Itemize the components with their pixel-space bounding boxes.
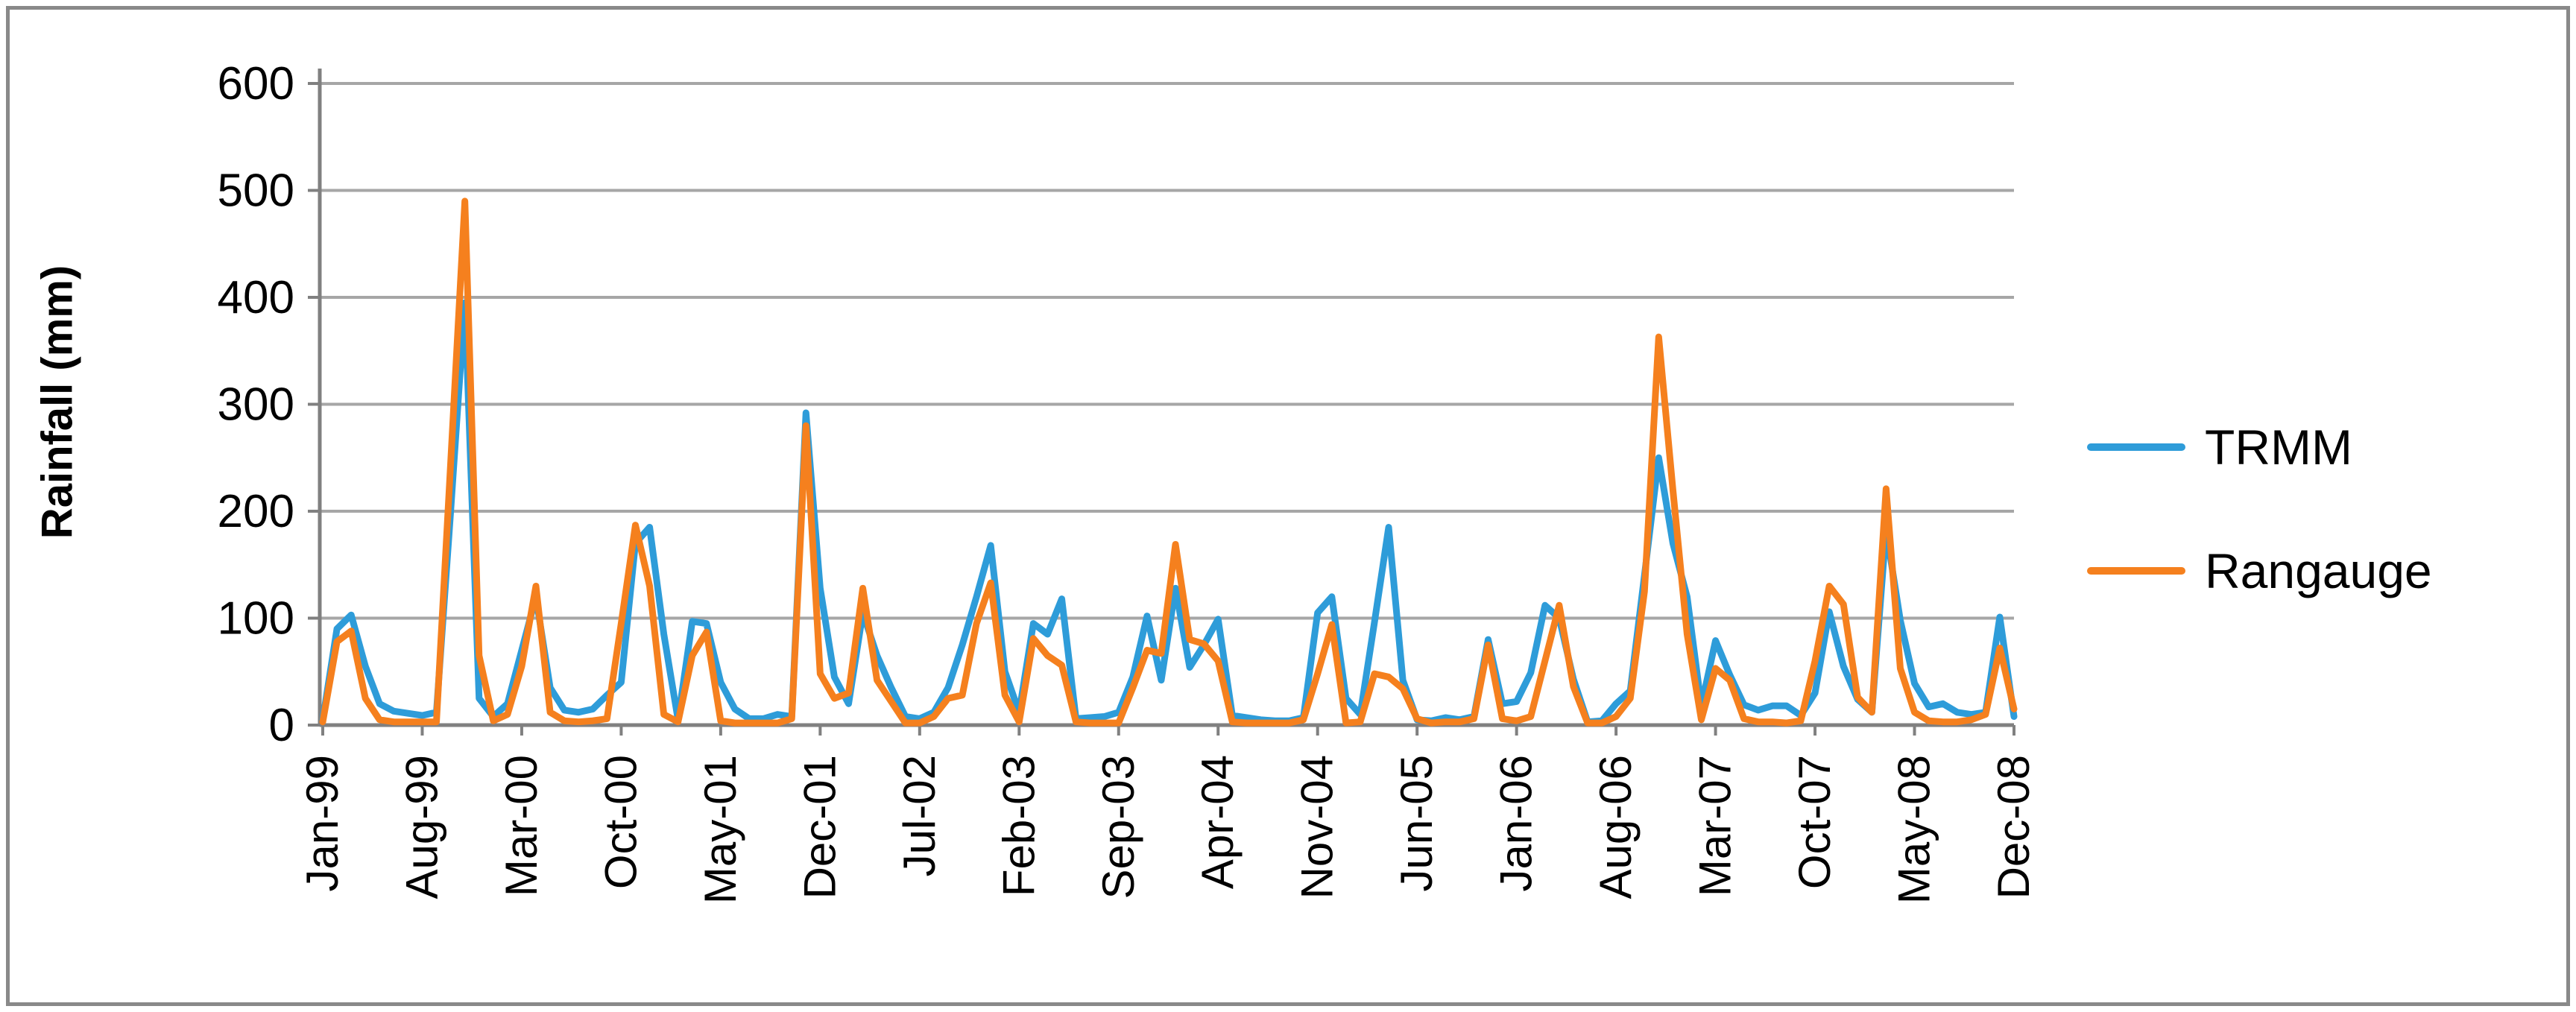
- x-tick-label: Nov-04: [1292, 755, 1342, 899]
- legend-label-trmm: TRMM: [2205, 420, 2352, 475]
- x-tick-label: Aug-99: [397, 755, 446, 899]
- x-tick-label: Jun-05: [1392, 755, 1442, 891]
- x-tick-label: Dec-08: [1989, 755, 2039, 899]
- x-tick-label: Mar-07: [1690, 755, 1740, 896]
- y-tick-label: 400: [218, 272, 294, 323]
- x-tick-label: May-01: [695, 755, 745, 904]
- x-tick-label: Oct-07: [1790, 755, 1840, 889]
- y-tick-label: 0: [269, 700, 294, 751]
- y-tick-label: 300: [218, 379, 294, 431]
- y-tick-label: 100: [218, 593, 294, 645]
- rangauge-line-swatch: [2087, 567, 2185, 575]
- legend-label-rangauge: Rangauge: [2205, 543, 2432, 598]
- legend-item-trmm: TRMM: [2087, 417, 2549, 477]
- legend-item-rangauge: Rangauge: [2087, 541, 2549, 601]
- y-axis-title: Rainfall (mm): [33, 265, 82, 540]
- figure-border: [6, 6, 2570, 1006]
- x-tick-label: Feb-03: [994, 755, 1044, 896]
- x-tick-label: Apr-04: [1193, 755, 1243, 889]
- trmm-line-swatch: [2087, 443, 2185, 451]
- y-tick-label: 600: [218, 58, 294, 110]
- chart-legend: TRMM Rangauge: [2087, 417, 2549, 665]
- x-tick-label: Mar-00: [496, 755, 546, 896]
- y-tick-label: 200: [218, 486, 294, 537]
- rangauge-line: [319, 197, 2018, 727]
- x-tick-label: May-08: [1890, 755, 1939, 904]
- x-tick-label: Jul-02: [894, 755, 944, 876]
- x-tick-label: Oct-00: [596, 755, 645, 889]
- x-tick-label: Jan-99: [297, 755, 347, 891]
- y-tick-label: 500: [218, 165, 294, 217]
- x-tick-label: Aug-06: [1591, 755, 1641, 899]
- x-tick-label: Dec-01: [795, 755, 845, 899]
- x-tick-label: Jan-06: [1491, 755, 1541, 891]
- x-tick-label: Sep-03: [1093, 755, 1143, 899]
